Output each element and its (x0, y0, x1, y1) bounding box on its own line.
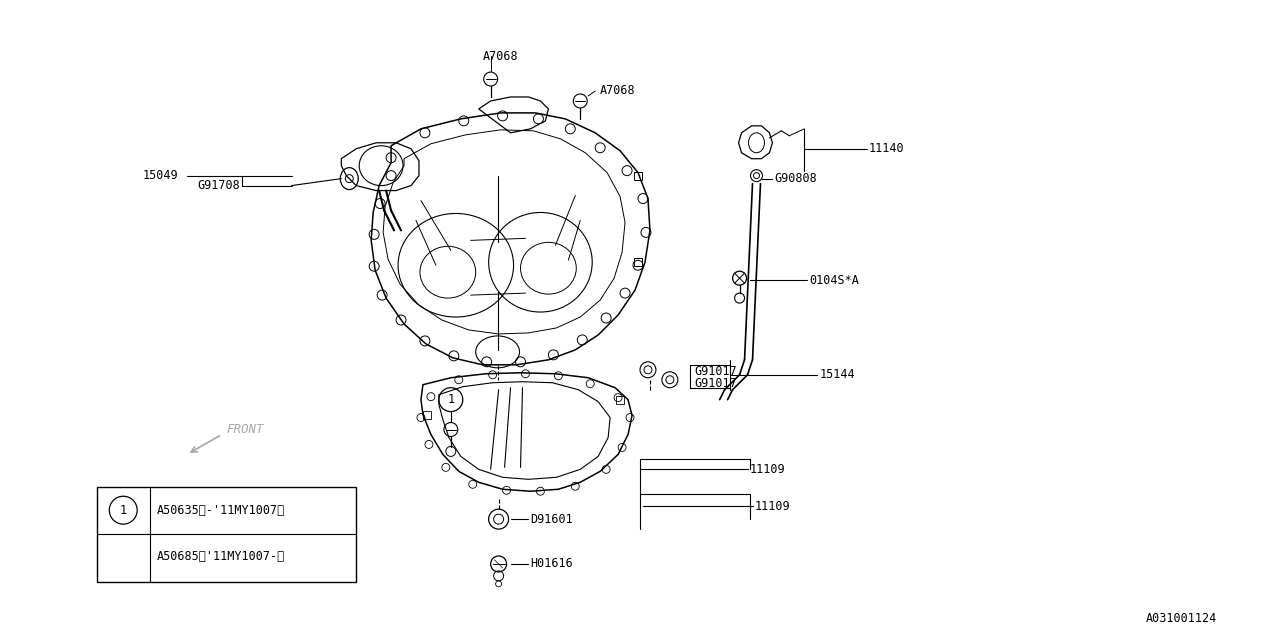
Text: 11140: 11140 (869, 142, 905, 156)
Bar (634, 259, 643, 266)
Bar (634, 172, 643, 180)
Text: G90808: G90808 (774, 172, 817, 185)
Bar (97, 487, 356, 582)
Text: A7068: A7068 (483, 50, 518, 63)
Text: 15049: 15049 (142, 169, 178, 182)
Text: 1: 1 (447, 393, 454, 406)
Text: A50685（'11MY1007-）: A50685（'11MY1007-） (157, 550, 285, 563)
Text: H01616: H01616 (530, 557, 573, 570)
Text: A031001124: A031001124 (1146, 612, 1217, 625)
Text: 0104S*A: 0104S*A (809, 274, 859, 287)
Text: G91017: G91017 (695, 365, 737, 378)
Text: G91017: G91017 (695, 377, 737, 390)
Bar (616, 396, 625, 404)
Text: 11109: 11109 (754, 500, 790, 513)
Text: FRONT: FRONT (227, 423, 264, 436)
Text: A7068: A7068 (600, 84, 636, 97)
Bar (422, 411, 431, 419)
Text: D91601: D91601 (530, 513, 573, 525)
Text: 15144: 15144 (819, 368, 855, 381)
Text: 1: 1 (120, 504, 127, 516)
Text: A50635（-'11MY1007）: A50635（-'11MY1007） (157, 504, 285, 516)
Text: 11109: 11109 (750, 463, 785, 476)
Text: G91708: G91708 (197, 179, 239, 192)
